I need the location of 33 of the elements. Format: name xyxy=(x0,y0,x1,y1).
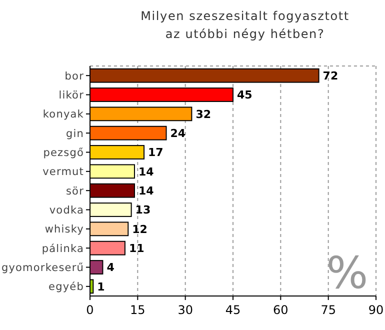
data-label: 14 xyxy=(138,165,154,178)
y-tick-label: pezsgő xyxy=(43,146,84,159)
x-tick-label: 60 xyxy=(273,303,288,317)
y-tick-label: egyéb xyxy=(48,281,84,294)
x-tick-label: 15 xyxy=(130,303,146,317)
y-tick-label: sör xyxy=(66,185,84,198)
data-label: 14 xyxy=(138,184,154,198)
y-tick-label: pálinka xyxy=(42,242,84,255)
y-tick-label: konyak xyxy=(42,108,84,121)
y-tick-label: gin xyxy=(66,128,84,140)
y-tick-label: whisky xyxy=(44,224,84,236)
data-label: 17 xyxy=(148,146,164,160)
annotation: % xyxy=(326,248,368,299)
y-tick-label: vermut xyxy=(42,166,84,178)
x-tick-label: 0 xyxy=(86,303,94,317)
x-tick-label: 75 xyxy=(320,303,336,317)
chart-title: Milyen szeszesitalt fogyasztott az utóbbi négy hétben? xyxy=(140,9,350,41)
data-label: 11 xyxy=(128,242,144,255)
x-tick-label: 30 xyxy=(178,303,193,317)
y-tick-label: likör xyxy=(58,89,84,102)
x-tick-label: 45 xyxy=(225,303,241,317)
y-tick-label: vodka xyxy=(49,204,84,216)
data-label: 12 xyxy=(132,222,148,236)
data-label: 1 xyxy=(97,280,105,294)
data-label: 45 xyxy=(237,88,252,102)
data-label: 72 xyxy=(322,69,338,82)
y-tick-label: gyomorkeserű xyxy=(1,262,84,274)
x-tick-label: 90 xyxy=(368,303,384,317)
data-label: 32 xyxy=(196,108,211,121)
data-label: 4 xyxy=(106,261,115,274)
y-tick-label: bor xyxy=(64,70,84,82)
data-label: 24 xyxy=(170,126,186,140)
data-label: 13 xyxy=(135,204,151,217)
